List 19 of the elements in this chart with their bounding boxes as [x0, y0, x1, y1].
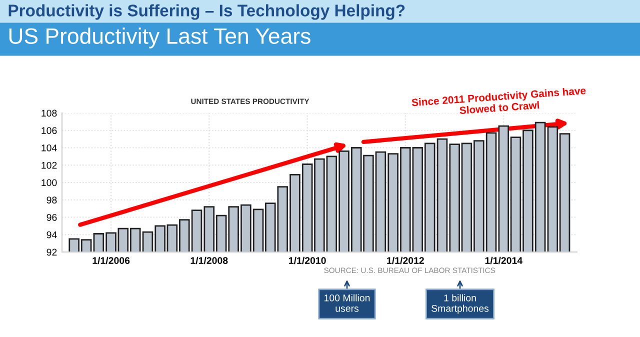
annotation: Since 2011 Productivity Gains have Slowed to Crawl: [412, 86, 586, 114]
x-tick-label: 1/1/2010: [289, 256, 326, 264]
y-tick-label: 106: [42, 127, 57, 134]
chart-subtitle: US Productivity Last Ten Years: [9, 28, 310, 48]
x-tick-label: 1/1/2008: [190, 256, 228, 264]
y-tick-label: 104: [42, 144, 57, 152]
text: 1 billion Smartphones: [432, 294, 489, 314]
y-tick-label: 100: [42, 179, 57, 186]
y-tick-label: 96: [46, 214, 57, 221]
y-tick-label: 108: [42, 110, 57, 117]
y-tick-label: 102: [42, 162, 57, 169]
x-tick-label: 1/1/2006: [92, 256, 130, 264]
y-tick-label: 92: [46, 248, 57, 256]
chart-title: Productivity is Suffering – Is Technology Helping?: [8, 4, 405, 20]
x-tick-label: 1/1/2014: [485, 256, 523, 264]
text: 100 Million users: [324, 294, 370, 312]
y-tick-label: 94: [46, 231, 57, 238]
x-tick-label: 1/1/2012: [387, 256, 424, 264]
y-tick-label: 98: [46, 196, 57, 204]
